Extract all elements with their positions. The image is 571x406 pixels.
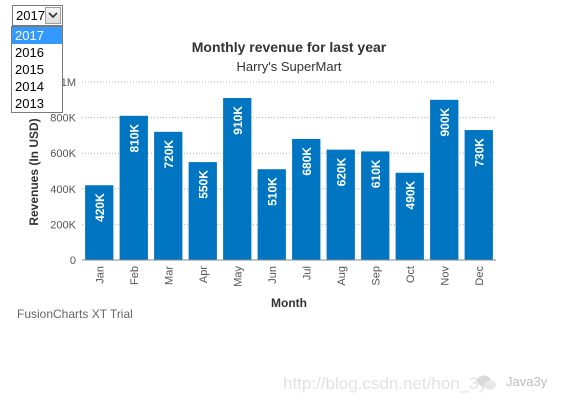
year-select[interactable]: 2017	[12, 5, 63, 26]
x-tick-label: Apr	[198, 266, 210, 283]
data-label: 610K	[369, 159, 383, 188]
watermark-brand: Java3y	[506, 374, 548, 389]
bar-nov[interactable]	[430, 99, 459, 260]
data-label: 810K	[127, 123, 141, 152]
year-dropdown-list: 2017 2016 2015 2014 2013	[11, 26, 63, 113]
y-tick-label: 1M	[61, 77, 76, 89]
bar-jun[interactable]	[257, 169, 286, 260]
bar-mar[interactable]	[154, 131, 183, 260]
year-option[interactable]: 2013	[15, 96, 44, 111]
bar-jul[interactable]	[292, 138, 321, 260]
y-tick-label: 0	[70, 255, 76, 267]
bar-jan[interactable]	[85, 185, 114, 260]
x-tick-label: Jan	[94, 266, 106, 284]
data-label: 550K	[196, 170, 210, 199]
wechat-icon	[477, 375, 496, 390]
bar-may[interactable]	[223, 98, 252, 261]
bar-aug[interactable]	[326, 149, 355, 260]
y-tick-label: 800K	[50, 113, 76, 125]
axes: 0 200K 400K 600K 800K 1M Jan Feb Mar Apr May Jun Jul…	[50, 77, 496, 287]
x-tick-label: Oct	[405, 266, 417, 283]
x-tick-label: Dec	[474, 266, 486, 286]
chart-subtitle: Harry's SuperMart	[236, 59, 341, 74]
x-tick-label: Jul	[301, 266, 313, 280]
y-axis-label: Revenues (In USD)	[27, 118, 41, 225]
bars: 420K 810K 720K 550K 910K 510K 680K 620K 610K 490K…	[85, 98, 493, 261]
chart-title: Monthly revenue for last year	[192, 39, 387, 55]
data-label: 720K	[162, 140, 176, 169]
data-label: 420K	[93, 193, 107, 222]
watermark: http://blog.csdn.net/hon_3y Java3y	[283, 374, 548, 393]
bar-dec[interactable]	[464, 130, 493, 260]
watermark-url: http://blog.csdn.net/hon_3y	[283, 374, 488, 393]
data-label: 620K	[334, 157, 348, 186]
y-tick-label: 600K	[50, 148, 76, 160]
data-label: 510K	[265, 177, 279, 206]
x-tick-label: Nov	[439, 266, 451, 286]
x-axis-label: Month	[271, 296, 307, 310]
chevron-down-icon[interactable]	[45, 7, 61, 24]
x-tick-label: Feb	[129, 266, 141, 285]
year-option[interactable]: 2016	[15, 45, 44, 60]
year-option[interactable]: 2017	[12, 27, 62, 44]
year-select-value: 2017	[16, 8, 45, 23]
data-label: 680K	[300, 147, 314, 176]
bar-apr[interactable]	[188, 162, 217, 260]
year-option[interactable]: 2015	[15, 62, 44, 77]
x-tick-label: Aug	[336, 266, 348, 286]
data-label: 910K	[231, 106, 245, 135]
x-tick-label: May	[232, 266, 244, 287]
data-label: 730K	[472, 138, 486, 167]
x-tick-label: Mar	[163, 266, 175, 285]
x-tick-label: Sep	[370, 266, 382, 286]
bar-feb[interactable]	[119, 115, 148, 260]
bar-oct[interactable]	[395, 172, 424, 260]
gridlines	[82, 81, 496, 225]
data-label: 490K	[403, 180, 417, 209]
data-label: 900K	[438, 107, 452, 136]
year-option[interactable]: 2014	[15, 79, 44, 94]
y-tick-label: 200K	[50, 219, 76, 231]
x-tick-label: Jun	[267, 266, 279, 284]
bar-sep[interactable]	[361, 151, 390, 260]
trial-notice: FusionCharts XT Trial	[17, 307, 133, 321]
y-tick-label: 400K	[50, 184, 76, 196]
